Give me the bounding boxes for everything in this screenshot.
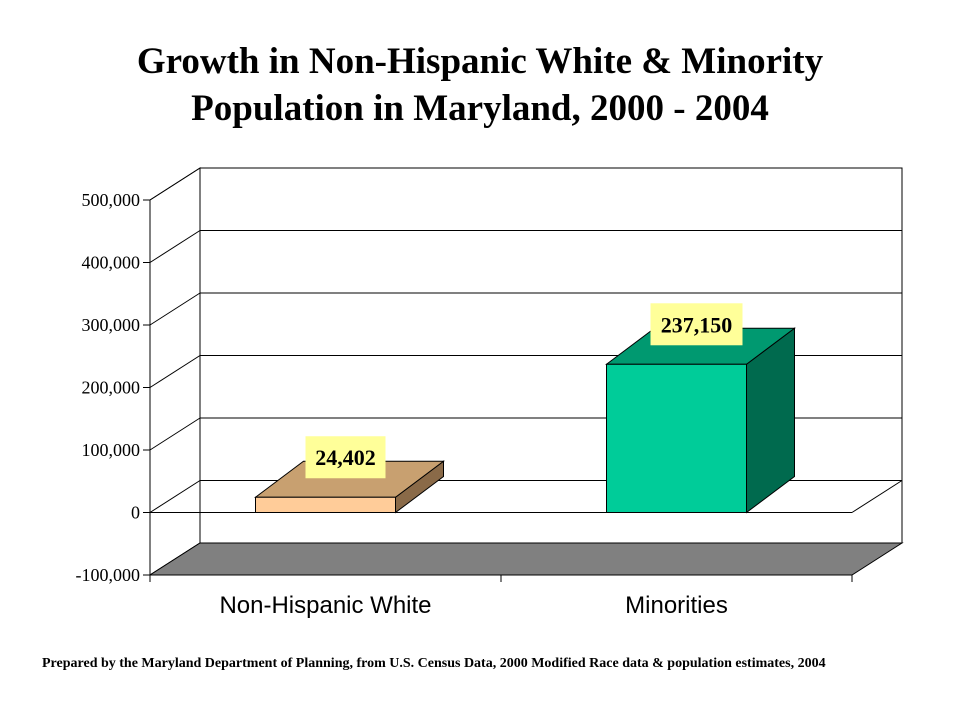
gridline-side [149,167,201,201]
bar [255,496,396,513]
y-tick-label: 400,000 [82,253,141,273]
gridline-side [149,355,201,388]
gridline-side [149,480,201,513]
bars [254,327,796,514]
y-tick-label: 0 [131,503,140,523]
gridline-side [149,417,201,451]
chart-floor-slab [148,542,904,576]
chart-title-line-1: Growth in Non-Hispanic White & Minority [136,41,824,82]
y-tick-label: 300,000 [82,315,141,335]
chart-title-line-2: Population in Maryland, 2000 - 2004 [191,88,769,129]
y-tick-label: 500,000 [82,190,141,210]
gridline-side [149,230,201,263]
source-note: Prepared by the Maryland Department of P… [42,656,826,671]
gridline-side [149,292,201,326]
y-tick-label: -100,000 [76,565,141,585]
x-tick-label: Minorities [625,592,728,619]
zero-line-depth [851,480,903,513]
chart-title: Growth in Non-Hispanic White & Minority … [0,38,960,132]
data-label-box [305,436,386,479]
axes: -100,000 0 100,000 200,000 300,000 400,000 500… [76,190,853,619]
data-label: 24,402 [315,445,376,470]
data-labels: 24,402 237,150 [305,303,743,479]
y-tick-label: 200,000 [82,378,141,398]
bar [606,363,747,513]
x-tick-label: Non-Hispanic White [219,592,431,619]
y-tick-label: 100,000 [82,440,141,460]
data-label: 237,150 [661,312,733,337]
data-label-box [650,303,743,346]
